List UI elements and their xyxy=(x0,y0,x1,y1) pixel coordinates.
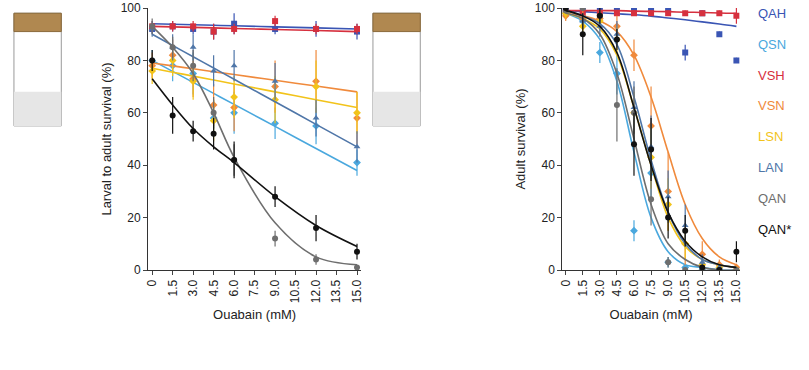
svg-text:QAH: QAH xyxy=(758,6,786,21)
svg-text:20: 20 xyxy=(542,211,556,225)
svg-text:9.0: 9.0 xyxy=(661,279,675,296)
svg-text:3.0: 3.0 xyxy=(186,279,200,296)
svg-text:7.5: 7.5 xyxy=(247,279,261,296)
svg-text:15.0: 15.0 xyxy=(350,279,364,303)
svg-text:7.5: 7.5 xyxy=(644,279,658,296)
svg-text:80: 80 xyxy=(542,54,556,68)
svg-text:15.0: 15.0 xyxy=(729,279,743,303)
svg-text:Ouabain (mM): Ouabain (mM) xyxy=(213,307,296,322)
svg-text:40: 40 xyxy=(542,158,556,172)
svg-text:10.5: 10.5 xyxy=(288,279,302,303)
svg-text:13.5: 13.5 xyxy=(712,279,726,303)
svg-text:40: 40 xyxy=(127,158,141,172)
svg-text:QAN*: QAN* xyxy=(758,222,791,237)
svg-text:3.0: 3.0 xyxy=(593,279,607,296)
svg-text:80: 80 xyxy=(127,54,141,68)
svg-text:VSN: VSN xyxy=(758,98,785,113)
svg-text:Larval to adult survival (%): Larval to adult survival (%) xyxy=(99,62,114,215)
svg-text:LSN: LSN xyxy=(758,129,783,144)
svg-text:Adult survival (%): Adult survival (%) xyxy=(513,88,528,189)
svg-text:10.5: 10.5 xyxy=(678,279,692,303)
svg-text:9.0: 9.0 xyxy=(268,279,282,296)
svg-text:60: 60 xyxy=(542,106,556,120)
svg-text:1.5: 1.5 xyxy=(576,279,590,296)
svg-text:1.5: 1.5 xyxy=(166,279,180,296)
svg-text:12.0: 12.0 xyxy=(309,279,323,303)
svg-text:0: 0 xyxy=(134,263,141,277)
svg-text:LAN: LAN xyxy=(758,160,783,175)
svg-text:12.0: 12.0 xyxy=(695,279,709,303)
svg-text:13.5: 13.5 xyxy=(329,279,343,303)
svg-text:0: 0 xyxy=(559,279,573,286)
svg-text:QSN: QSN xyxy=(758,37,786,52)
svg-text:VSH: VSH xyxy=(758,68,785,83)
svg-text:100: 100 xyxy=(121,1,141,15)
svg-text:0: 0 xyxy=(145,279,159,286)
svg-text:60: 60 xyxy=(127,106,141,120)
svg-text:100: 100 xyxy=(535,1,555,15)
svg-text:20: 20 xyxy=(127,211,141,225)
svg-text:6.0: 6.0 xyxy=(227,279,241,296)
svg-text:6.0: 6.0 xyxy=(627,279,641,296)
svg-text:0: 0 xyxy=(548,263,555,277)
svg-text:QAN: QAN xyxy=(758,191,786,206)
svg-text:4.5: 4.5 xyxy=(610,279,624,296)
svg-text:4.5: 4.5 xyxy=(207,279,221,296)
svg-text:Ouabain (mM): Ouabain (mM) xyxy=(610,307,693,322)
